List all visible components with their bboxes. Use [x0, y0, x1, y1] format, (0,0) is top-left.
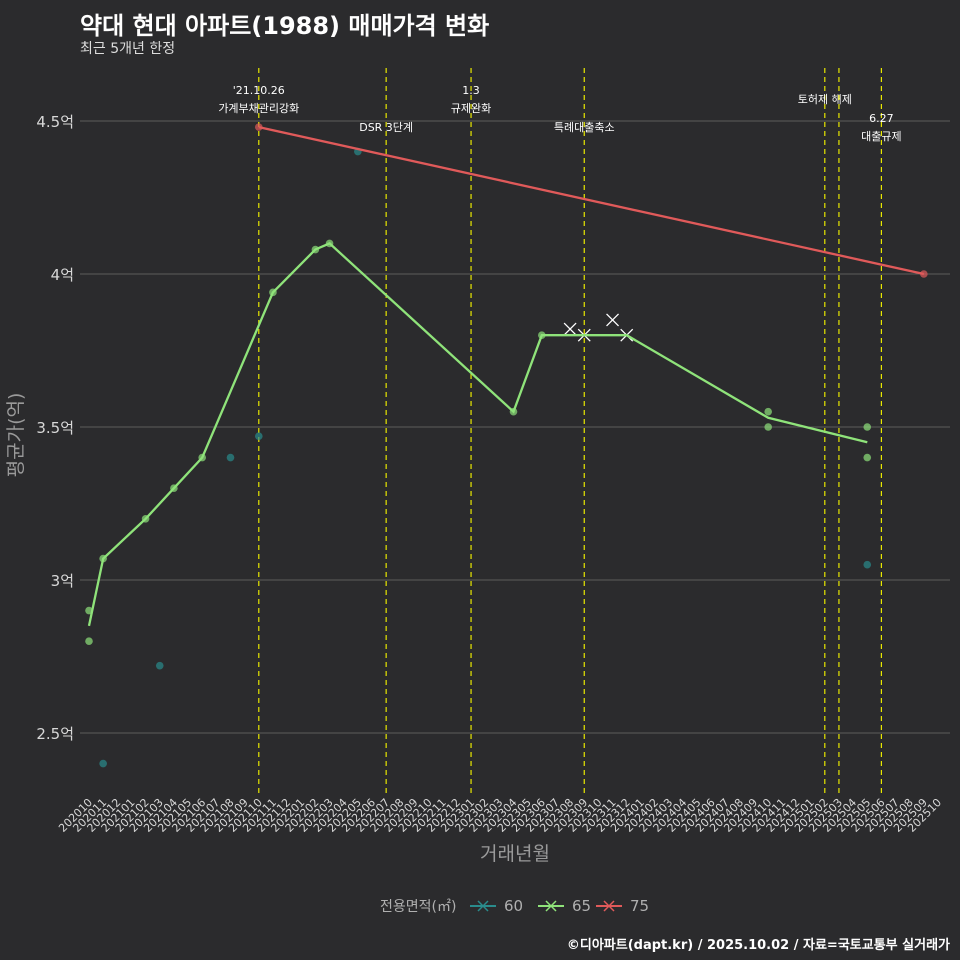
- policy-event-label: 토허제 해제: [798, 92, 852, 106]
- grid-lines: [80, 120, 950, 734]
- data-point-65: [85, 637, 93, 645]
- data-series: [85, 123, 928, 768]
- y-tick-label: 3억: [51, 572, 74, 590]
- policy-event-label: 규제완화: [451, 102, 491, 115]
- axes: 2.5억3억3.5억4억4.5억202010202011202012202101…: [36, 113, 944, 835]
- data-point-60: [155, 661, 164, 670]
- policy-event-label: DSR 3단계: [359, 121, 413, 134]
- y-tick-label: 3.5억: [36, 419, 74, 437]
- policy-event-date: '21.10.26: [233, 84, 285, 97]
- series-line-75: [258, 125, 925, 276]
- legend-swatch-cross-60: [477, 900, 489, 912]
- x-axis-label: 거래년월: [480, 843, 550, 865]
- policy-event-date: 6.27: [869, 112, 894, 125]
- legend: 전용면적(㎡) 60 65 75: [380, 897, 649, 915]
- y-tick-label: 2.5억: [36, 725, 74, 743]
- y-tick-label: 4억: [51, 266, 74, 284]
- legend-label-60: 60: [504, 897, 523, 915]
- policy-event-date: 1.3: [462, 84, 480, 97]
- source-caption: ©디아파트(dapt.kr) / 2025.10.02 / 자료=국토교통부 실…: [566, 938, 950, 953]
- legend-title: 전용면적(㎡): [380, 899, 456, 915]
- legend-swatch-cross-65: [545, 900, 557, 912]
- data-point-65: [863, 453, 872, 462]
- data-point-60: [863, 560, 872, 569]
- chart-subtitle: 최근 5개년 한정: [80, 41, 176, 57]
- data-point-60: [99, 759, 107, 768]
- data-point-60: [254, 432, 263, 440]
- policy-event-label: 특례대출축소: [554, 121, 615, 134]
- data-point-65: [764, 423, 772, 431]
- policy-event-label: 가계부채관리강화: [218, 102, 299, 115]
- policy-event-label: 대출규제: [861, 130, 901, 143]
- data-point-65: [863, 423, 872, 431]
- data-point-65: [764, 407, 772, 416]
- data-point-60: [226, 453, 235, 462]
- legend-label-65: 65: [572, 897, 591, 915]
- legend-label-75: 75: [630, 897, 649, 915]
- data-cross-65: [606, 313, 620, 327]
- y-tick-label: 4.5억: [36, 113, 74, 131]
- series-line-65: [87, 242, 868, 627]
- legend-swatch-cross-75: [603, 900, 615, 912]
- y-axis-label: 평균가(억): [5, 393, 27, 478]
- data-cross-65: [563, 322, 577, 336]
- chart-title: 약대 현대 아파트(1988) 매매가격 변화: [80, 12, 490, 40]
